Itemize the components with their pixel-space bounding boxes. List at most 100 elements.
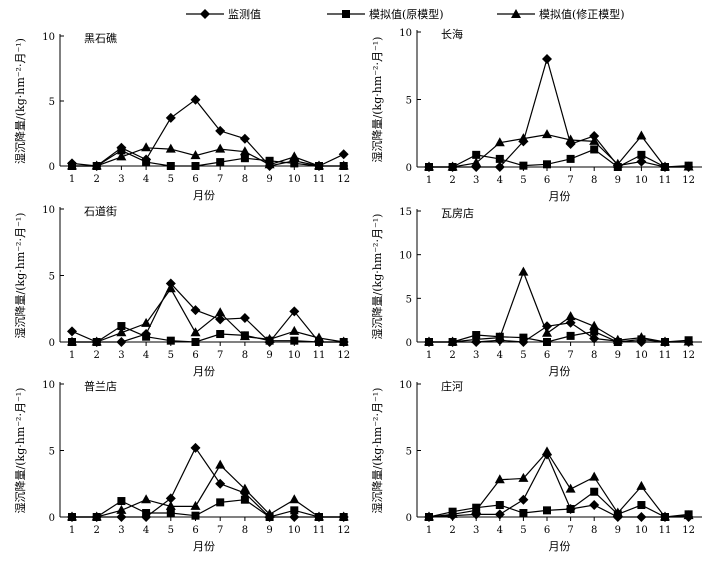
x-tick-label: 6 [192,525,198,536]
x-tick-label: 7 [567,175,573,186]
data-point [290,159,299,168]
series-line [429,56,689,168]
data-point [589,135,600,145]
data-point [590,487,599,496]
data-point [91,160,102,170]
y-tick-label: 5 [49,97,55,108]
data-point [542,327,552,337]
data-point [590,145,599,154]
y-tick-label: 5 [406,447,412,458]
data-point [543,338,551,346]
panel-title: 黑石礁 [84,31,117,45]
data-point [612,334,623,344]
legend-corrected: 模拟值(修正模型) [497,7,625,21]
data-point [314,511,324,521]
x-tick-label: 9 [266,174,272,185]
data-point [566,505,575,514]
data-point [542,321,552,332]
legend: 监测值 模拟值(原模型) 模拟值(修正模型) [186,7,625,21]
series-line [428,490,689,518]
data-point [91,511,102,521]
data-point [519,333,528,342]
x-tick-label: 12 [682,525,695,536]
x-tick-label: 2 [94,174,100,185]
data-point [494,332,505,342]
data-point [191,338,200,346]
data-point [166,336,175,345]
data-point [190,150,201,160]
x-tick-label: 7 [217,525,223,536]
data-point [239,331,250,341]
data-point [612,507,623,517]
data-point [67,511,77,521]
x-tick-label: 6 [544,175,550,186]
data-point [289,512,300,522]
data-point [447,161,458,171]
data-point [589,500,600,511]
data-point [166,509,175,518]
data-point [447,508,458,518]
data-point [338,160,349,170]
x-tick-label: 2 [449,175,455,186]
data-point [518,472,529,482]
data-point [543,506,551,515]
series-line [429,270,689,343]
data-point [565,134,576,144]
x-tick-label: 5 [520,525,526,536]
x-axis-label: 月份 [549,190,571,203]
x-tick-label: 9 [615,525,621,536]
x-tick-label: 4 [143,174,149,185]
data-point [239,483,250,493]
data-point [191,162,200,170]
data-point [495,501,504,510]
data-point [190,500,201,510]
data-point [519,509,528,518]
x-tick-label: 2 [449,350,455,361]
y-tick-label: 10 [399,251,412,262]
data-point [141,494,152,504]
data-point [589,320,600,330]
y-tick-label: 5 [49,272,55,283]
legend-observed: 监测值 [186,8,261,21]
square-marker-icon [342,10,350,18]
x-tick-label: 4 [497,175,503,186]
x-tick-label: 12 [337,174,350,185]
data-point [636,332,647,342]
panel-title: 石道街 [84,204,117,218]
data-point [542,129,552,139]
x-tick-label: 5 [520,175,526,186]
series-line [72,325,344,343]
data-point [589,333,600,344]
x-tick-label: 9 [615,175,621,186]
data-point [660,511,670,521]
data-point [215,459,226,469]
data-point [116,512,127,522]
data-point [264,508,275,518]
legend-observed-label: 监测值 [228,8,261,21]
data-point [165,283,176,293]
data-point [165,500,176,510]
x-tick-label: 2 [449,525,455,536]
x-tick-label: 5 [168,174,174,185]
x-tick-label: 3 [473,350,479,361]
data-point [141,317,152,327]
x-tick-label: 8 [242,525,248,536]
x-tick-label: 12 [682,350,695,361]
x-tick-label: 1 [69,350,75,361]
x-tick-label: 11 [313,525,326,536]
data-point [240,154,249,163]
y-tick-label: 0 [49,338,55,349]
x-tick-label: 11 [659,175,672,186]
y-axis-label: 湿沉降量/(kg·hm⁻²·月⁻¹) [370,388,384,514]
data-point [116,151,127,161]
data-point [566,331,575,340]
y-tick-label: 15 [399,207,412,218]
y-axis-label: 湿沉降量/(kg·hm⁻²·月⁻¹) [370,214,384,340]
data-point [190,94,201,105]
panel-title: 瓦房店 [441,206,474,220]
x-tick-label: 12 [682,175,695,186]
y-axis-label: 湿沉降量/(kg·hm⁻²·月⁻¹) [13,38,27,164]
y-axis-label: 湿沉降量/(kg·hm⁻²·月⁻¹) [370,37,384,163]
x-tick-label: 12 [337,350,350,361]
